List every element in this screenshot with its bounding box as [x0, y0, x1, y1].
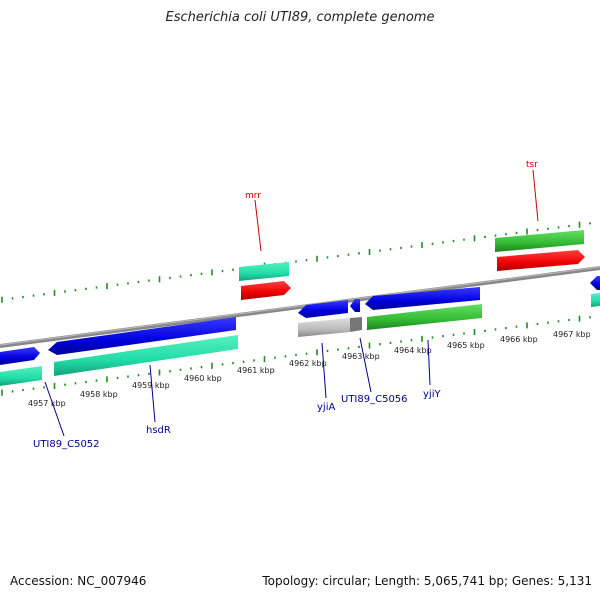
kbp-scale: 4957 kbp 4958 kbp 4959 kbp 4960 kbp 4961… — [28, 330, 591, 408]
kbp-label: 4967 kbp — [553, 330, 591, 339]
kbp-label: 4962 kbp — [289, 359, 327, 368]
kbp-label: 4964 kbp — [394, 346, 432, 355]
kbp-label: 4959 kbp — [132, 381, 170, 390]
gene-green-bar[interactable] — [495, 230, 584, 252]
gene-teal-bar[interactable] — [54, 335, 238, 376]
gene-teal-edge[interactable] — [591, 293, 600, 307]
gene-label-yjiA[interactable]: yjiA — [317, 402, 335, 413]
gene-label-hsdR[interactable]: hsdR — [146, 425, 171, 436]
gene-arrow-edge[interactable] — [590, 276, 600, 290]
tick-row-lower — [1, 315, 591, 396]
gene-teal-bar[interactable] — [239, 262, 289, 281]
gene-label-UTI89_C5052[interactable]: UTI89_C5052 — [33, 439, 100, 450]
gene-arrow-tsr[interactable] — [497, 250, 585, 271]
genome-title: Escherichia coli UTI89, complete genome — [165, 10, 435, 25]
gene-arrow-mrr[interactable] — [241, 281, 291, 300]
kbp-label: 4960 kbp — [184, 374, 222, 383]
lower-strand-features — [0, 276, 600, 386]
accession-text: Accession: NC_007946 — [10, 574, 147, 588]
gene-label-yjiY[interactable]: yjiY — [423, 389, 441, 400]
gene-label-mrr[interactable]: mrr — [245, 191, 261, 201]
kbp-label: 4958 kbp — [80, 390, 118, 399]
gene-arrow-hsdR[interactable] — [48, 317, 236, 355]
gene-arrow-small[interactable] — [350, 299, 360, 312]
gene-arrow-UTI89_C5052[interactable] — [0, 347, 40, 365]
gene-arrow-yjiA[interactable] — [298, 300, 348, 318]
genome-backbone — [0, 266, 600, 348]
gene-label-UTI89_C5056[interactable]: UTI89_C5056 — [341, 394, 408, 405]
kbp-label: 4957 kbp — [28, 399, 66, 408]
gene-arrow-UTI89_C5056[interactable] — [365, 287, 480, 310]
gene-leaders — [44, 169, 539, 437]
gene-gray-bar-end[interactable] — [350, 317, 362, 332]
kbp-label: 4965 kbp — [447, 341, 485, 350]
kbp-label: 4963 kbp — [342, 352, 380, 361]
genome-summary-text: Topology: circular; Length: 5,065,741 bp… — [262, 574, 592, 588]
gene-gray-bar[interactable] — [298, 318, 350, 337]
tick-row-upper — [1, 221, 591, 303]
kbp-label: 4966 kbp — [500, 335, 538, 344]
gene-label-tsr[interactable]: tsr — [526, 160, 538, 170]
gene-teal-bar[interactable] — [0, 366, 42, 386]
upper-strand-features — [239, 230, 585, 300]
gene-green-bar-yjiY[interactable] — [367, 304, 482, 330]
kbp-label: 4961 kbp — [237, 366, 275, 375]
